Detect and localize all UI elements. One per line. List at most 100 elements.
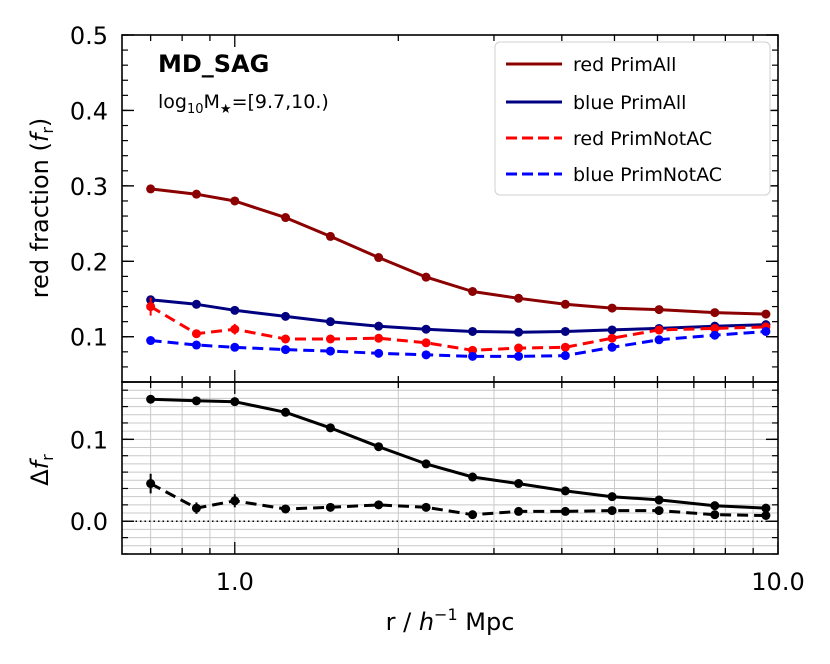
top-data-point (325, 334, 335, 344)
bottom-data-point (468, 510, 478, 520)
top-data-point (468, 326, 478, 336)
chart-title: MD_SAG (158, 50, 269, 78)
top-data-point (761, 309, 771, 319)
top-data-point (146, 336, 156, 346)
top-data-point (191, 299, 201, 309)
top-data-point (761, 326, 771, 336)
x-tick-label: 1.0 (216, 568, 254, 596)
top-panel-series (146, 184, 771, 361)
bottom-data-point (607, 492, 617, 502)
top-data-point (374, 253, 384, 263)
top-data-point (514, 351, 524, 361)
top-data-point (281, 334, 291, 344)
bottom-y-tick-label: 0.0 (70, 508, 108, 536)
top-data-point (607, 342, 617, 352)
bottom-data-point (468, 472, 478, 482)
bottom-data-point (230, 397, 240, 407)
bottom-data-point (281, 504, 291, 514)
top-series-line-2 (149, 305, 766, 352)
top-data-point (191, 189, 201, 199)
top-data-point (514, 327, 524, 337)
bottom-data-point (146, 479, 156, 489)
bottom-y-axis-label: Δfr (26, 454, 57, 486)
top-y-tick-label: 0.2 (70, 248, 108, 276)
legend: red PrimAll blue PrimAll red PrimNotAC b… (494, 41, 771, 196)
x-tick-label: 10.0 (751, 568, 804, 596)
bottom-data-point (325, 502, 335, 512)
bottom-y-tick-label: 0.1 (70, 426, 108, 454)
top-data-point (560, 326, 570, 336)
top-data-point (421, 272, 431, 282)
bottom-data-point (421, 459, 431, 469)
top-data-point (230, 324, 240, 334)
top-data-point (421, 324, 431, 334)
bottom-panel-ticks: 0.0 0.1 1.0 10.0 (70, 382, 805, 596)
top-data-point (607, 333, 617, 343)
bottom-data-point (281, 407, 291, 417)
bottom-data-point (710, 501, 720, 511)
bottom-data-point (560, 506, 570, 516)
top-data-point (421, 350, 431, 360)
top-y-tick-label: 0.3 (70, 173, 108, 201)
bottom-series-line-0 (150, 397, 766, 510)
top-data-point (191, 340, 201, 350)
top-data-point (374, 348, 384, 358)
bottom-data-point (710, 510, 720, 520)
top-data-point (710, 308, 720, 318)
bottom-data-point (654, 495, 664, 505)
legend-label-red-primnotac: red PrimNotAC (573, 128, 712, 150)
top-data-point (421, 338, 431, 348)
bottom-data-point (191, 503, 201, 513)
top-data-point (281, 213, 291, 223)
bottom-data-point (325, 423, 335, 433)
top-data-point (230, 342, 240, 352)
bottom-data-point (607, 506, 617, 516)
mass-range-annotation: log10M★=[9.7,10.) (158, 91, 329, 117)
top-data-point (146, 302, 156, 312)
top-data-point (514, 343, 524, 353)
top-data-point (654, 325, 664, 335)
top-data-point (654, 335, 664, 345)
x-axis-label: r / h−1 Mpc (386, 605, 515, 636)
top-data-point (710, 330, 720, 340)
top-data-point (710, 323, 720, 333)
top-data-point (468, 351, 478, 361)
bottom-series-line-1 (149, 482, 766, 517)
top-data-point (230, 196, 240, 206)
top-data-point (230, 305, 240, 315)
bottom-data-point (514, 479, 524, 489)
bottom-data-point (654, 506, 664, 516)
top-data-point (468, 286, 478, 296)
top-data-point (325, 317, 335, 327)
top-data-point (374, 333, 384, 343)
bottom-data-point (230, 496, 240, 506)
bottom-data-point (421, 502, 431, 512)
top-data-point (607, 325, 617, 335)
top-data-point (191, 329, 201, 339)
top-data-point (560, 351, 570, 361)
legend-label-blue-primall: blue PrimAll (573, 92, 686, 114)
bottom-data-point (191, 396, 201, 406)
top-series-line-3 (150, 330, 767, 358)
top-data-point (654, 305, 664, 315)
bottom-data-point (514, 506, 524, 516)
top-data-point (374, 321, 384, 331)
bottom-data-point (374, 442, 384, 452)
top-panel-ticks: 0.1 0.2 0.3 0.4 0.5 (70, 22, 779, 383)
bottom-data-point (146, 394, 156, 404)
top-data-point (607, 303, 617, 313)
top-y-tick-label: 0.4 (70, 97, 108, 125)
top-series-line-1 (150, 298, 766, 334)
bottom-panel-series (146, 394, 771, 521)
top-data-point (560, 299, 570, 309)
top-data-point (281, 345, 291, 355)
top-data-point (560, 342, 570, 352)
top-y-tick-label: 0.5 (70, 22, 108, 50)
top-y-tick-label: 0.1 (70, 324, 108, 352)
top-data-point (281, 311, 291, 321)
legend-label-blue-primnotac: blue PrimNotAC (573, 164, 722, 186)
top-y-axis-label: red fraction (fr) (26, 118, 57, 299)
bottom-grid (122, 382, 779, 554)
bottom-data-point (374, 500, 384, 510)
